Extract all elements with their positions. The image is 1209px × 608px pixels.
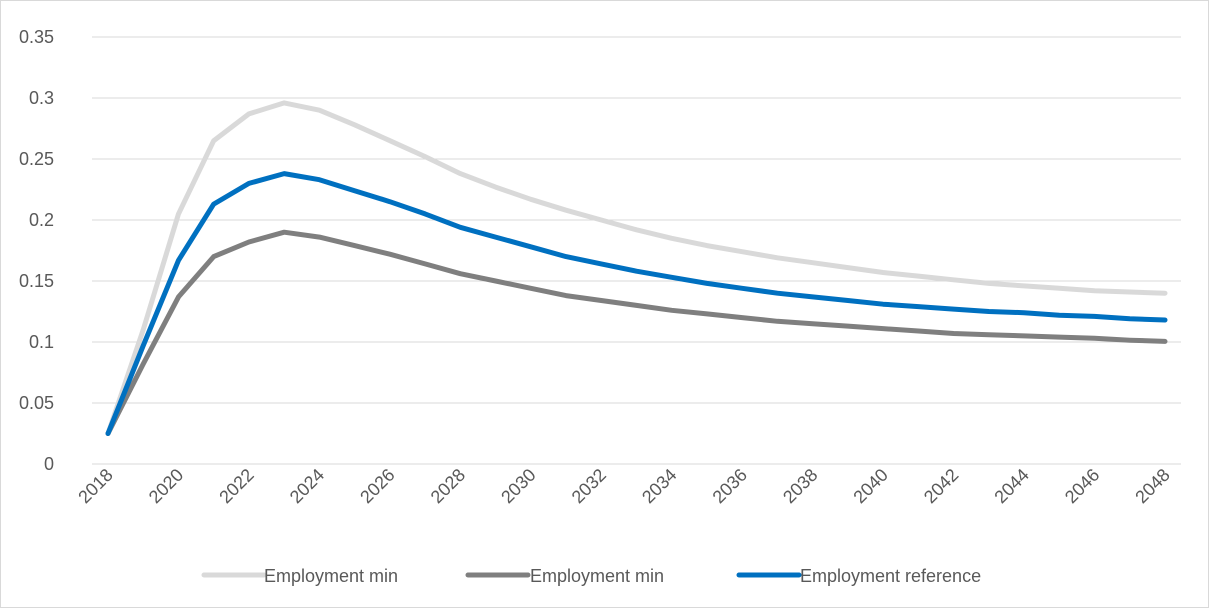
legend-label-2: Employment min — [530, 566, 664, 586]
x-tick-label: 2034 — [638, 465, 680, 507]
x-tick-label: 2024 — [286, 465, 328, 507]
series-line-1 — [105, 100, 1168, 436]
x-tick-label: 2038 — [779, 465, 821, 507]
x-tick-label: 2036 — [709, 465, 751, 507]
x-tick-label: 2022 — [215, 465, 257, 507]
series-line-2 — [105, 229, 1168, 436]
y-tick-label: 0.35 — [19, 27, 54, 47]
x-tick-label: 2020 — [145, 465, 187, 507]
series-line-3 — [105, 171, 1168, 436]
y-tick-label: 0.2 — [29, 210, 54, 230]
x-tick-label: 2032 — [568, 465, 610, 507]
legend-label-1: Employment min — [264, 566, 398, 586]
x-tick-label: 2028 — [427, 465, 469, 507]
x-tick-label: 2044 — [990, 465, 1032, 507]
x-tick-label: 2030 — [497, 465, 539, 507]
y-tick-label: 0.3 — [29, 88, 54, 108]
x-tick-label: 2040 — [850, 465, 892, 507]
x-tick-label: 2018 — [74, 465, 116, 507]
x-tick-label: 2026 — [356, 465, 398, 507]
x-tick-label: 2048 — [1131, 465, 1173, 507]
x-tick-label: 2042 — [920, 465, 962, 507]
x-tick-label: 2046 — [1061, 465, 1103, 507]
y-tick-label: 0.1 — [29, 332, 54, 352]
y-tick-label: 0 — [44, 454, 54, 474]
legend-label-3: Employment reference — [800, 566, 981, 586]
y-tick-label: 0.05 — [19, 393, 54, 413]
y-tick-label: 0.25 — [19, 149, 54, 169]
y-tick-label: 0.15 — [19, 271, 54, 291]
